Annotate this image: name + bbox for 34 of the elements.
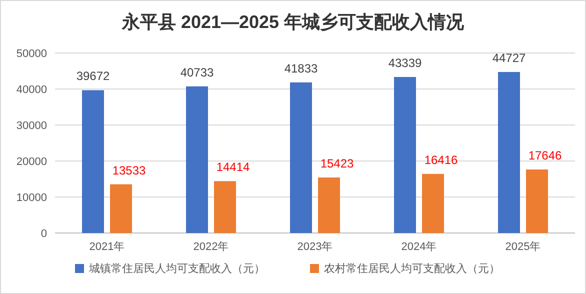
data-label: 41833 [284,61,318,76]
y-tick-label: 40000 [16,84,47,96]
y-tick-label: 0 [40,228,47,240]
x-tick-label: 2023年 [297,241,333,253]
bar [498,72,520,233]
data-label: 13533 [112,163,146,178]
x-tick-label: 2024年 [401,241,437,253]
x-tick-label: 2021年 [89,241,125,253]
y-tick-label: 20000 [16,156,47,168]
data-label: 44727 [492,50,526,65]
x-tick-label: 2025年 [505,241,541,253]
data-label: 17646 [528,148,562,162]
legend-label: 农村常住居民人均可支配收入（元） [324,262,500,275]
chart-title: 永平县 2021—2025 年城乡可支配收入情况 [120,12,466,32]
bar [214,181,236,233]
data-label: 16416 [424,152,458,167]
bar [186,86,208,233]
bar [82,90,104,233]
bar [526,169,548,233]
data-label: 43339 [388,56,422,70]
bar [394,76,416,233]
bar [318,177,340,233]
data-label: 39672 [76,69,110,84]
data-label: 40733 [180,65,214,80]
bar [290,82,312,233]
data-label: 15423 [320,156,354,170]
legend-label: 城镇常住居民人均可支配收入（元） [88,262,265,275]
x-tick-label: 2022年 [193,241,229,253]
bar [422,174,444,233]
y-tick-label: 10000 [16,192,47,204]
data-label: 14414 [216,160,250,174]
y-tick-label: 30000 [16,120,47,132]
bar [110,184,132,233]
y-tick-label: 50000 [16,48,47,60]
